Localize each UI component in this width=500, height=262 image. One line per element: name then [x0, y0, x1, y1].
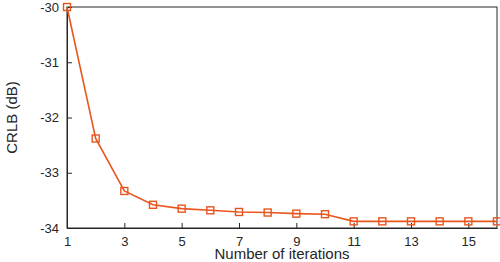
line: [67, 7, 497, 221]
tick-mark: [67, 228, 72, 229]
tick-mark: [182, 223, 183, 228]
tick-mark: [67, 62, 72, 63]
tick: -32: [40, 110, 72, 125]
marker: [408, 218, 415, 225]
marker: [293, 210, 300, 217]
tick-label: -32: [40, 110, 59, 125]
x-axis-title: Number of iterations: [214, 245, 349, 262]
tick: -31: [40, 55, 72, 70]
tick-mark: [124, 223, 125, 228]
marker: [379, 218, 386, 225]
tick: 15: [462, 223, 476, 249]
tick-label: -34: [40, 221, 59, 236]
marker: [121, 187, 128, 194]
y-axis-title: CRLB (dB): [3, 81, 20, 154]
tick-mark: [296, 223, 297, 228]
tick-label: 5: [179, 234, 186, 249]
tick-label: 3: [121, 234, 128, 249]
tick-mark: [239, 223, 240, 228]
marker: [150, 201, 157, 208]
marker: [494, 218, 500, 225]
tick: 5: [179, 223, 186, 249]
tick: -33: [40, 165, 72, 180]
tick-label: -33: [40, 165, 59, 180]
marker: [178, 205, 185, 212]
marker: [64, 4, 71, 11]
chart: 13579111315-30-31-32-33-34Number of iter…: [0, 0, 500, 262]
axis-line: [68, 228, 498, 229]
tick: 13: [404, 223, 418, 249]
tick-label: 15: [462, 234, 476, 249]
marker: [264, 209, 271, 216]
tick-mark: [67, 118, 72, 119]
tick-label: -30: [40, 0, 59, 15]
marker: [350, 218, 357, 225]
y-axis: -30 -31 -32 -33 -34: [40, 0, 72, 236]
marker: [322, 211, 329, 218]
marker: [92, 135, 99, 142]
marker: [465, 218, 472, 225]
marker: [436, 218, 443, 225]
tick: -34: [40, 221, 72, 236]
plot: 13579111315-30-31-32-33-34: [40, 0, 500, 249]
tick-label: -31: [40, 55, 59, 70]
marker: [236, 208, 243, 215]
tick: 3: [121, 223, 128, 249]
series: [64, 4, 500, 225]
plot-frame: [67, 7, 497, 228]
tick-label: 1: [64, 234, 71, 249]
tick-label: 13: [404, 234, 418, 249]
marker: [207, 207, 214, 214]
tick-mark: [67, 173, 72, 174]
